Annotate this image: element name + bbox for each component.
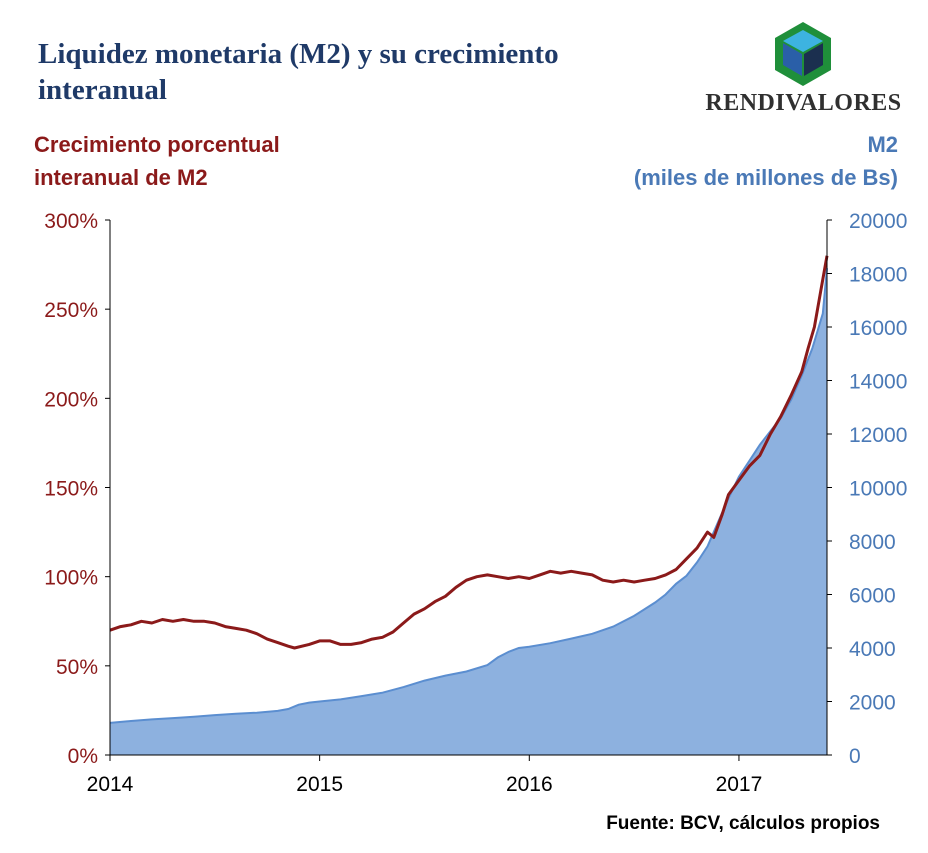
logo-text: RENDIVALORES xyxy=(705,90,902,116)
right-tick-label: 6000 xyxy=(849,585,896,608)
left-axis-title-line1: Crecimiento porcentual xyxy=(34,132,280,157)
m2-area-edge xyxy=(109,268,828,724)
x-tick-label: 2014 xyxy=(87,773,134,796)
right-tick-label: 2000 xyxy=(849,692,896,715)
left-tick-label: 150% xyxy=(44,478,98,501)
logo: RENDIVALORES xyxy=(696,20,911,124)
right-tick-label: 14000 xyxy=(849,371,907,394)
right-tick-label: 8000 xyxy=(849,531,896,554)
left-axis-title: Crecimiento porcentual interanual de M2 xyxy=(34,128,280,194)
right-tick-label: 10000 xyxy=(849,478,907,501)
left-tick-label: 300% xyxy=(44,210,98,233)
right-tick-label: 16000 xyxy=(849,317,907,340)
left-tick-label: 100% xyxy=(44,567,98,590)
right-tick-label: 12000 xyxy=(849,424,907,447)
right-axis-title: M2 (miles de millones de Bs) xyxy=(634,128,898,194)
cube-icon xyxy=(775,22,831,86)
left-tick-label: 0% xyxy=(68,745,98,768)
right-axis-title-line2: (miles de millones de Bs) xyxy=(633,165,898,190)
right-axis-title-line1: M2 xyxy=(867,132,898,157)
right-tick-label: 18000 xyxy=(849,264,907,287)
plot-area: 0% 50% 100% 150% 200% 250% 300% 0 2000 4000 6000 80… xyxy=(44,210,907,796)
left-axis-title-line2: interanual de M2 xyxy=(34,165,208,190)
right-tick-label: 0 xyxy=(849,745,861,768)
left-tick-label: 250% xyxy=(44,299,98,322)
source-note: Fuente: BCV, cálculos propios xyxy=(606,813,880,834)
right-tick-label: 20000 xyxy=(849,210,907,233)
chart-title: Liquidez monetaria (M2) y su crecimiento… xyxy=(38,38,559,106)
left-tick-label: 200% xyxy=(44,388,98,411)
m2-area xyxy=(110,268,827,755)
growth-line xyxy=(109,255,829,650)
x-tick-label: 2015 xyxy=(296,773,343,796)
x-tick-label: 2017 xyxy=(716,773,763,796)
left-tick-label: 50% xyxy=(56,656,98,679)
x-tick-label: 2016 xyxy=(506,773,553,796)
right-tick-label: 4000 xyxy=(849,638,896,661)
